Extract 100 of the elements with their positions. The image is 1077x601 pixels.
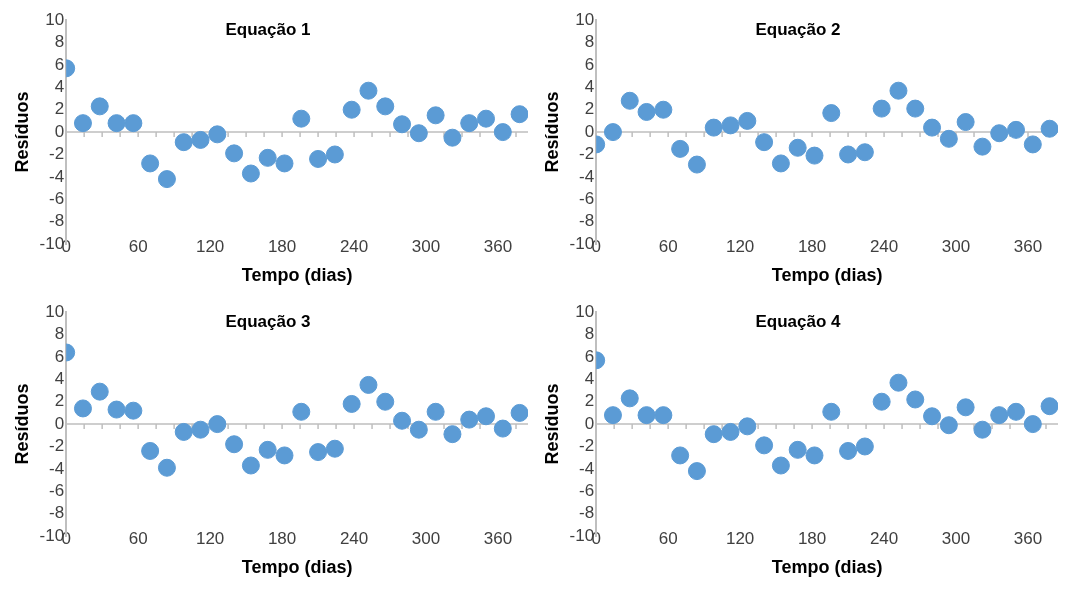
y-tick-label: -2 [49, 144, 65, 164]
point [342, 100, 361, 119]
point [258, 148, 277, 167]
y-tick-label: 0 [584, 413, 595, 433]
x-tick-label: 360 [483, 237, 513, 257]
point [687, 462, 706, 481]
point [107, 114, 126, 133]
point [620, 389, 639, 408]
y-tick-label: -4 [579, 458, 595, 478]
point [872, 99, 891, 118]
point [771, 154, 790, 173]
x-tick-label: 60 [658, 237, 678, 257]
point [822, 104, 841, 123]
y-tick-label: 0 [54, 121, 65, 141]
point [637, 406, 656, 425]
point [141, 441, 160, 460]
y-tick-label: 8 [54, 32, 65, 52]
point [990, 124, 1009, 143]
x-tick-label: 240 [869, 529, 899, 549]
point [157, 170, 176, 189]
point [208, 125, 227, 144]
x-tick-label: 300 [411, 237, 441, 257]
point [141, 154, 160, 173]
point [73, 399, 92, 418]
y-axis-title: Resíduos [11, 383, 32, 465]
chart-title: Equação 2 [755, 20, 841, 40]
point [342, 394, 361, 413]
y-tick-label: -6 [579, 480, 595, 500]
point [309, 443, 328, 462]
point [973, 420, 992, 439]
point [174, 133, 193, 152]
point [872, 392, 891, 411]
point [923, 407, 942, 426]
point [788, 440, 807, 459]
y-tick-label: 6 [54, 346, 65, 366]
x-tick-label: 360 [483, 529, 513, 549]
point [73, 114, 92, 133]
x-axis-title: Tempo (dias) [771, 556, 883, 577]
y-tick-label: -4 [49, 458, 65, 478]
point [90, 382, 109, 401]
point [1040, 397, 1058, 416]
y-tick-label: 2 [584, 99, 595, 119]
point [704, 425, 723, 444]
point [191, 420, 210, 439]
point [191, 130, 210, 149]
x-tick-label: 360 [1013, 237, 1043, 257]
y-tick-label: 10 [45, 301, 65, 321]
y-tick-label: -8 [49, 503, 65, 523]
point [510, 403, 528, 422]
point [1023, 415, 1042, 434]
point [939, 129, 958, 148]
point [225, 435, 244, 454]
x-tick-label: 240 [339, 529, 369, 549]
y-tick-label: -2 [579, 144, 595, 164]
point [460, 114, 479, 133]
point [1007, 120, 1026, 139]
point [359, 375, 378, 394]
point [771, 456, 790, 475]
x-tick-label: 120 [725, 237, 755, 257]
y-tick-label: -4 [579, 166, 595, 186]
y-axis-title: Resíduos [541, 91, 562, 173]
point [443, 128, 462, 147]
y-tick-label: 2 [584, 391, 595, 411]
x-tick-label: 240 [339, 237, 369, 257]
y-tick-label: 6 [54, 54, 65, 74]
point [409, 124, 428, 143]
point [460, 410, 479, 429]
point [292, 402, 311, 421]
point [443, 425, 462, 444]
point [855, 437, 874, 456]
point [956, 113, 975, 132]
point [923, 118, 942, 137]
y-tick-label: 8 [584, 32, 595, 52]
y-tick-label: -8 [49, 211, 65, 231]
y-tick-label: 4 [54, 369, 65, 389]
point [671, 446, 690, 465]
point [805, 446, 824, 465]
point [620, 91, 639, 110]
x-tick-label: 300 [941, 529, 971, 549]
point [376, 97, 395, 116]
point [409, 420, 428, 439]
y-tick-label: -2 [49, 436, 65, 456]
x-tick-label: 180 [797, 237, 827, 257]
x-tick-label: 180 [267, 237, 297, 257]
point [275, 446, 294, 465]
y-tick-label: -6 [49, 480, 65, 500]
point [107, 400, 126, 419]
point [755, 436, 774, 455]
point [325, 439, 344, 458]
y-tick-label: 4 [54, 77, 65, 97]
y-tick-label: 4 [584, 369, 595, 389]
x-tick-label: 120 [195, 529, 225, 549]
y-tick-label: -8 [579, 503, 595, 523]
point [124, 114, 143, 133]
point [225, 144, 244, 163]
x-tick-label: 180 [267, 529, 297, 549]
x-tick-label: 360 [1013, 529, 1043, 549]
point [973, 137, 992, 156]
y-tick-label: 0 [54, 413, 65, 433]
point [738, 417, 757, 436]
